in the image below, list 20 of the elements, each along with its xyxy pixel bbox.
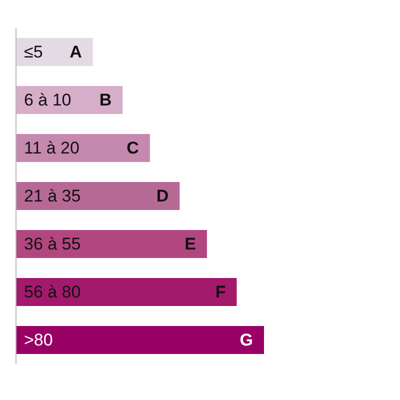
y-tick-label: 36 à 55 (24, 234, 81, 254)
bar (16, 278, 237, 306)
bar (16, 230, 207, 258)
annotation: F (215, 282, 226, 302)
y-tick-label: 56 à 80 (24, 282, 81, 302)
y-tick-label: ≤5 (24, 42, 43, 62)
annotation: G (240, 330, 253, 350)
bar (16, 38, 93, 66)
y-tick-label: >80 (24, 330, 53, 350)
annotation: E (184, 234, 196, 254)
annotation: C (126, 138, 139, 158)
y-tick-label: 11 à 20 (24, 138, 80, 158)
bar (16, 326, 264, 354)
bar (16, 182, 180, 210)
annotation: B (99, 90, 112, 110)
bar (16, 134, 150, 162)
y-tick-label: 6 à 10 (24, 90, 72, 110)
annotation: D (156, 186, 169, 206)
annotation: A (70, 42, 82, 62)
y-tick-label: 21 à 35 (24, 186, 81, 206)
